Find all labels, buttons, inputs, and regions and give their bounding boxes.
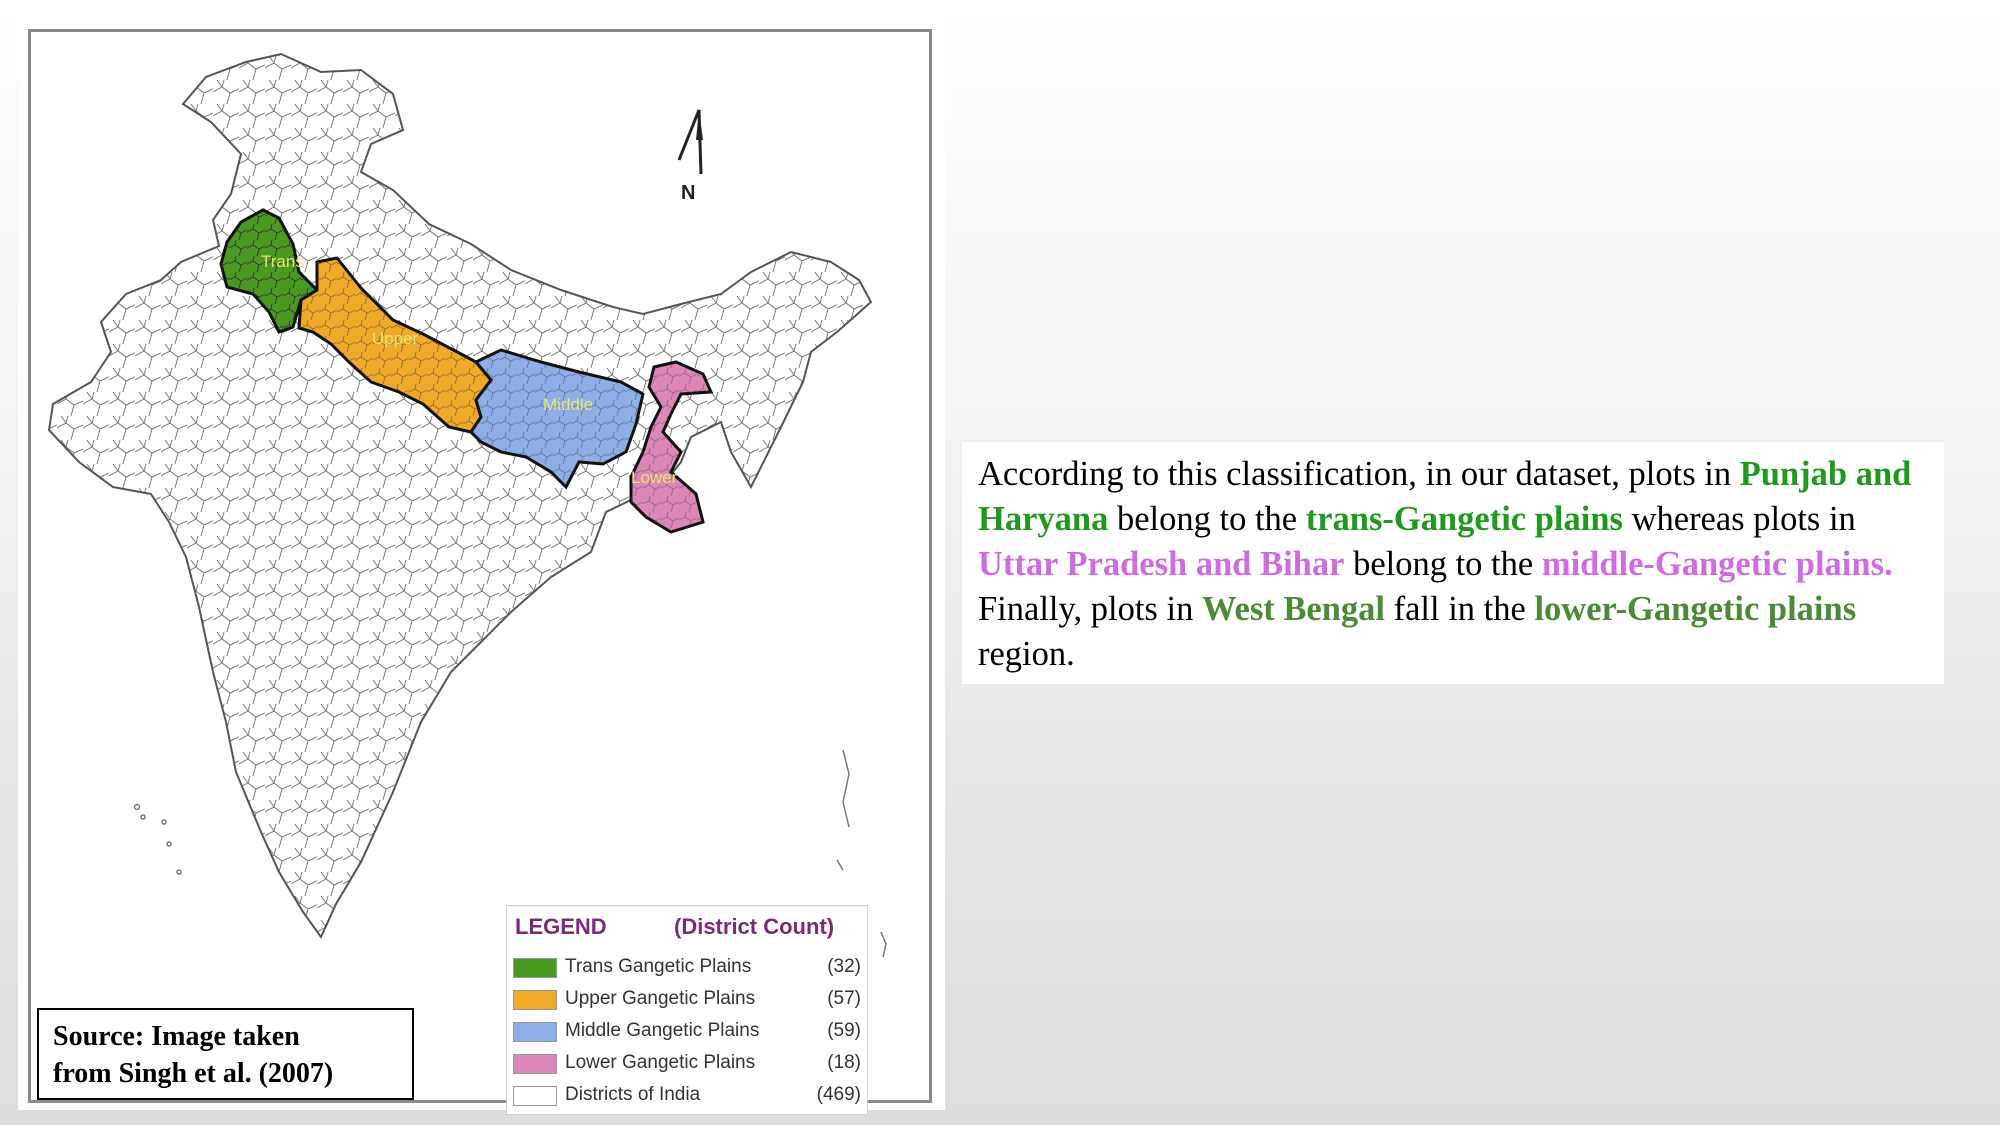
region-label-lower: Lower (631, 468, 678, 487)
legend-item: Upper Gangetic Plains (57) (513, 986, 863, 1014)
legend-item-label: Middle Gangetic Plains (565, 1020, 760, 1041)
legend-item-label: Lower Gangetic Plains (565, 1052, 756, 1073)
legend-subtitle: (District Count) (674, 914, 835, 939)
india-outline (47, 52, 873, 939)
highlight-lower-gangetic: lower-Gangetic plains (1534, 590, 1857, 628)
legend-item-label: Upper Gangetic Plains (565, 988, 756, 1009)
legend-swatch (513, 1022, 557, 1042)
text-segment: fall in the (1385, 590, 1535, 628)
legend-swatch (513, 1086, 557, 1106)
region-label-middle: Middle (543, 395, 594, 414)
legend-swatch (513, 958, 557, 978)
legend-item-label: Districts of India (565, 1084, 701, 1105)
map-frame: Trans Upper Middle Lower N LEGEND (Distr… (28, 29, 932, 1115)
legend-item-count: (18) (827, 1052, 861, 1073)
legend-item-count: (57) (827, 988, 861, 1009)
legend-item: Middle Gangetic Plains (59) (513, 1018, 863, 1046)
legend-item-label: Trans Gangetic Plains (565, 956, 752, 977)
highlight-up-bihar: Uttar Pradesh and Bihar (978, 545, 1345, 583)
source-line-1: Source: Image taken (53, 1021, 300, 1052)
region-label-upper: Upper (372, 329, 419, 348)
legend-title: LEGEND (515, 914, 607, 939)
highlight-west-bengal: West Bengal (1201, 590, 1385, 628)
islands (133, 749, 887, 958)
text-segment: belong to the (1344, 545, 1542, 583)
text-segment: belong to the (1108, 500, 1306, 538)
highlight-punjab-haryana: Punjab and Haryana (978, 455, 1912, 538)
legend-item-count: (469) (816, 1084, 861, 1105)
north-label: N (681, 182, 696, 204)
highlight-middle-gangetic: middle-Gangetic plains. (1541, 545, 1893, 583)
legend-item: Lower Gangetic Plains (18) (513, 1050, 863, 1078)
legend: LEGEND (District Count) Trans Gangetic P… (506, 905, 868, 1115)
legend-item: Districts of India (469) (513, 1082, 863, 1110)
india-districts-map (47, 52, 887, 958)
highlight-trans-gangetic: trans-Gangetic plains (1305, 500, 1623, 538)
text-segment: region. (978, 635, 1075, 673)
region-label-trans: Trans (261, 252, 304, 271)
source-citation-box: Source: Image taken from Singh et al. (2… (37, 1008, 414, 1100)
north-arrow-icon (677, 109, 703, 175)
text-segment: According to this classification, in our… (978, 455, 1740, 493)
map-panel: Trans Upper Middle Lower N LEGEND (Distr… (18, 12, 945, 1115)
legend-item-count: (32) (827, 956, 861, 977)
legend-item: Trans Gangetic Plains (32) (513, 954, 863, 982)
text-segment: whereas plots in (1622, 500, 1856, 538)
source-line-2: from Singh et al. (2007) (53, 1058, 334, 1089)
legend-swatch (513, 1054, 557, 1074)
legend-item-count: (59) (827, 1020, 861, 1041)
text-segment: Finally, plots in (978, 590, 1202, 628)
description-text: According to this classification, in our… (962, 442, 1944, 684)
legend-swatch (513, 990, 557, 1010)
